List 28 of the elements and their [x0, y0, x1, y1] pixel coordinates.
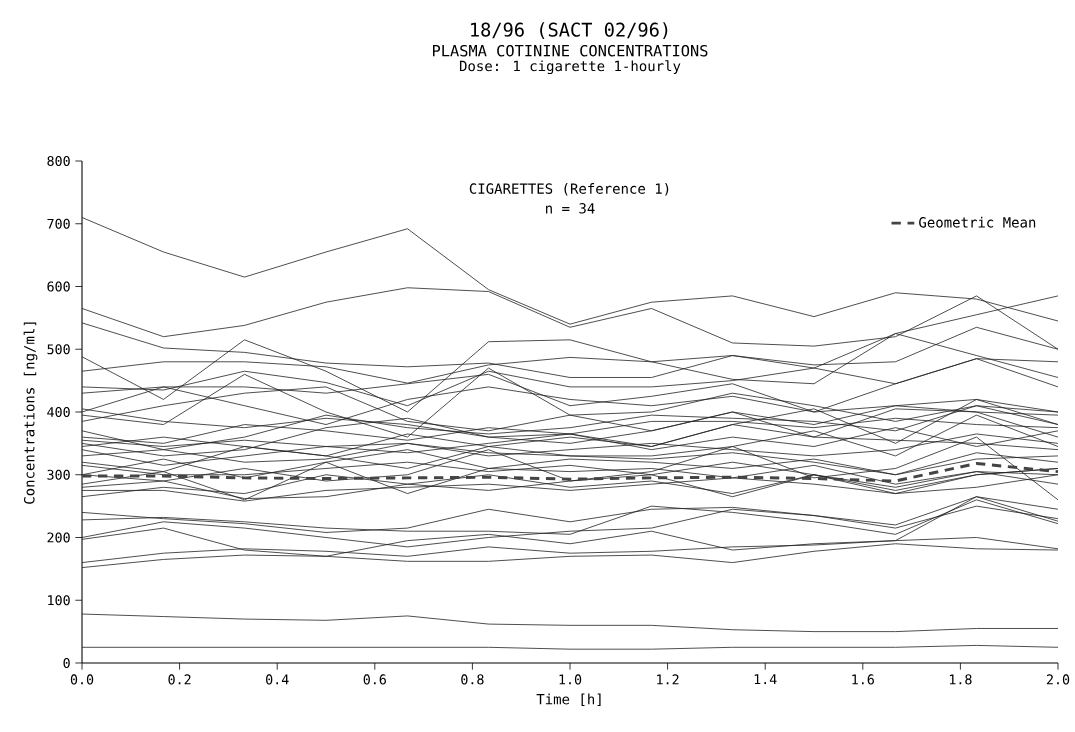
x-tick-label: 0.8: [461, 674, 484, 685]
x-tick-label: 1.8: [949, 674, 972, 685]
x-tick-label: 1.0: [559, 674, 582, 685]
x-tick-label: 1.2: [657, 674, 679, 685]
y-axis-title: Concentrations [ng/ml]: [23, 322, 38, 504]
y-tick-label: 700: [47, 218, 70, 229]
y-tick-label: 800: [47, 155, 70, 167]
y-tick-label: 400: [47, 406, 70, 418]
y-tick-label: 500: [47, 344, 70, 355]
y-tick-label: 600: [47, 281, 70, 292]
legend-label: Geometric Mean: [919, 216, 1036, 228]
y-tick-label: 300: [47, 469, 70, 480]
x-tick-label: 0.4: [266, 674, 289, 685]
y-tick-label: 100: [48, 595, 70, 606]
x-tick-label: 1.4: [754, 674, 777, 685]
x-tick-label: 1.6: [852, 674, 874, 685]
y-tick-label: 0: [63, 657, 70, 669]
x-axis-title: Time [h]: [536, 693, 601, 707]
chart-subtitle: PLASMA COTININE CONCENTRATIONS: [433, 44, 708, 57]
annotation: n = 34: [546, 203, 595, 214]
x-tick-label: 0.6: [363, 674, 386, 685]
x-tick-label: 0.2: [168, 674, 191, 685]
y-tick-label: 200: [47, 532, 70, 543]
x-tick-label: 2.0: [1046, 674, 1070, 685]
x-tick-label: 0.0: [70, 674, 94, 685]
chart-title: 18/96 (SACT 02/96): [471, 22, 668, 39]
annotation: CIGARETTES (Reference 1): [469, 183, 669, 196]
text: Dose: 1 cigarette 1-hourly: [459, 60, 681, 75]
